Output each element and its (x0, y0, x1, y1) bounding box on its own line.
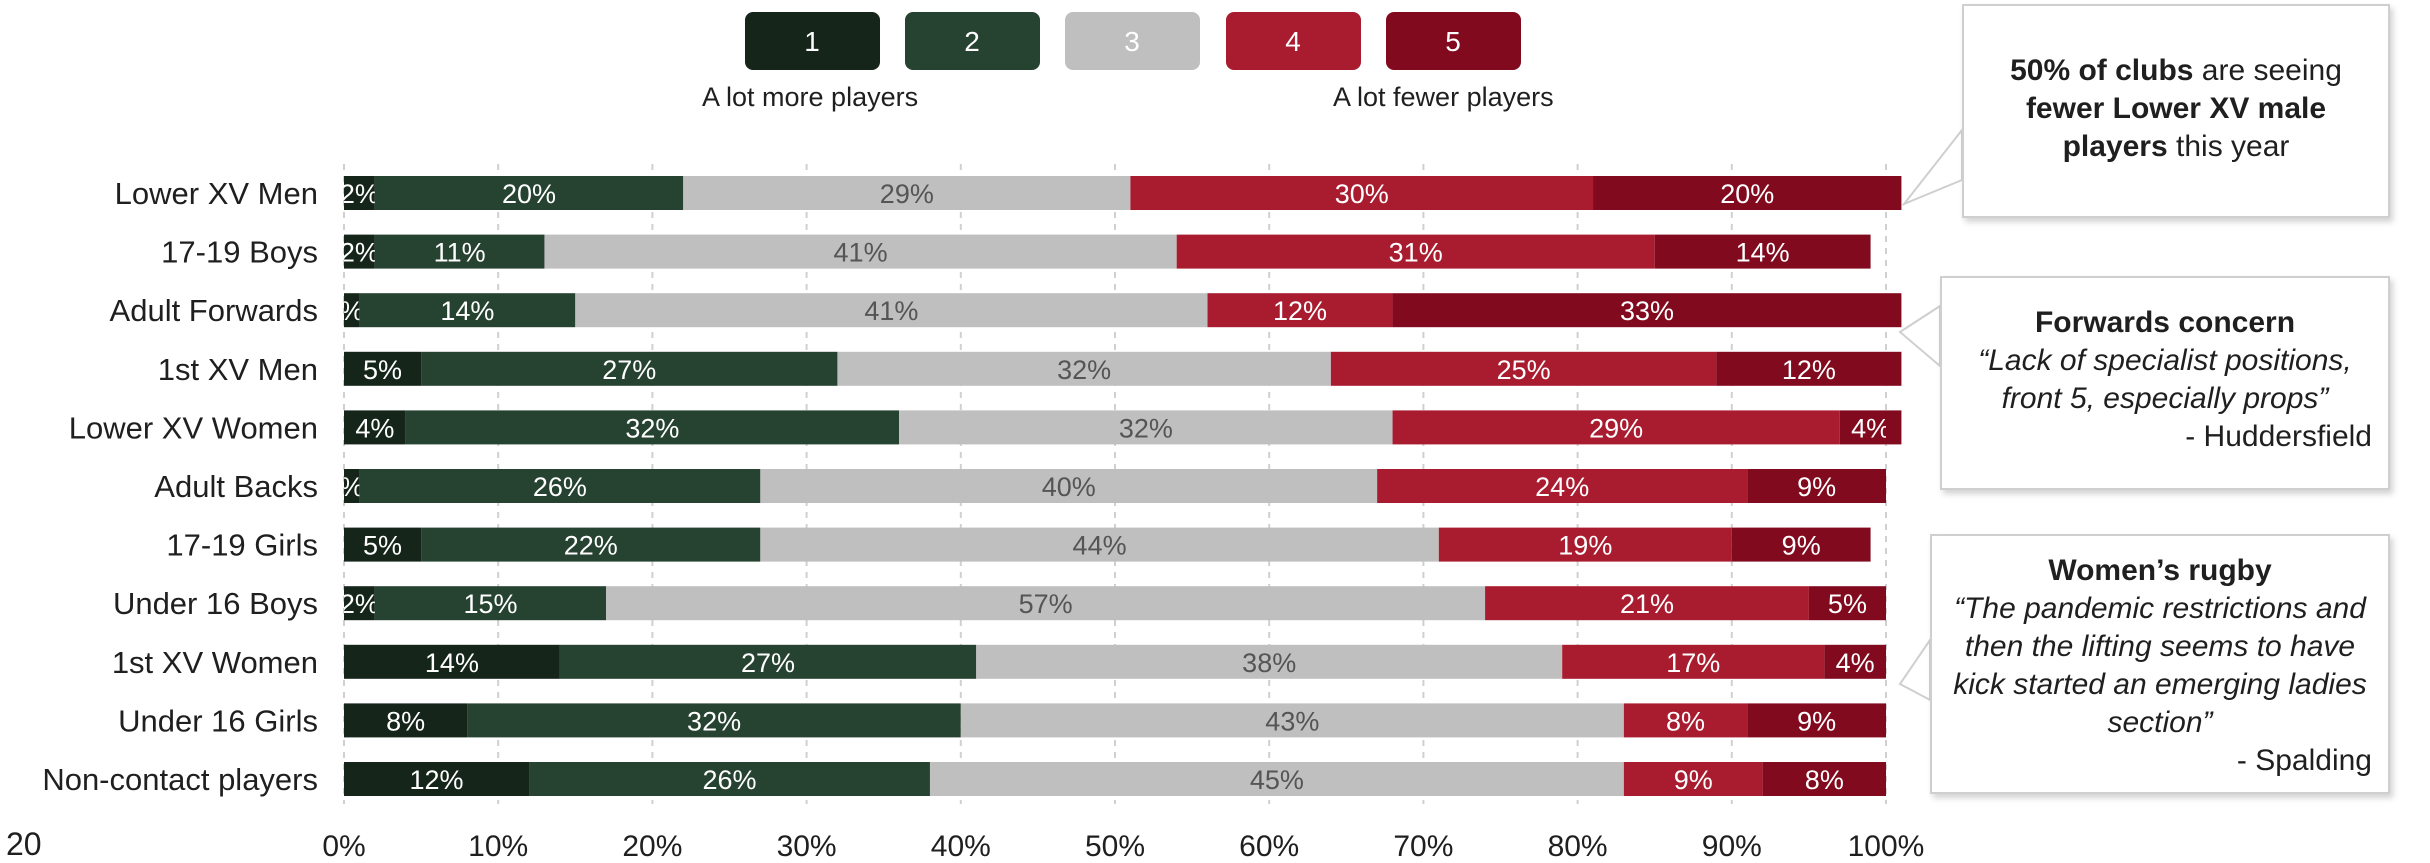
page-number: 20 (6, 826, 42, 863)
callout-title: Women’s rugby (2048, 554, 2271, 587)
callout-box: Women’s rugby “The pandemic restrictions… (1930, 534, 2390, 794)
callout-attribution: - Spalding (1948, 742, 2372, 780)
callout-quote: “The pandemic restrictions and then the … (1948, 590, 2372, 742)
